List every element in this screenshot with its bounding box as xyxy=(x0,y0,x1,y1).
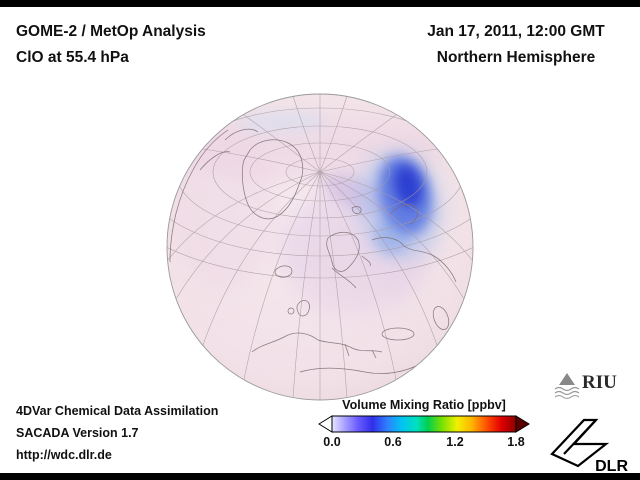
footer-credits: 4DVar Chemical Data Assimilation SACADA … xyxy=(16,400,218,466)
dlr-logo-text: DLR xyxy=(595,458,628,474)
colorbar-tick-3: 1.8 xyxy=(507,435,525,449)
colorbar-tick-1: 0.6 xyxy=(384,435,402,449)
colorbar-tick-0: 0.0 xyxy=(323,435,341,449)
colorbar-overflow-arrow xyxy=(515,415,530,433)
header-left: GOME-2 / MetOp Analysis ClO at 55.4 hPa xyxy=(16,19,206,71)
clo-maximum-blob xyxy=(357,150,443,260)
dlr-logo: DLR xyxy=(544,408,630,479)
colorbar-title: Volume Mixing Ratio [ppbv] xyxy=(342,398,506,412)
riu-logo: RIU xyxy=(552,370,626,409)
url-label: http://wdc.dlr.de xyxy=(16,448,112,462)
bottom-black-bar xyxy=(0,473,640,480)
colorbar-underflow-arrow xyxy=(318,415,333,433)
clo-data-layer xyxy=(170,110,450,385)
colorbar-gradient-bar xyxy=(318,415,530,433)
colorbar-ticks: 0.0 0.6 1.2 1.8 xyxy=(318,435,530,450)
dlr-logo-icon: DLR xyxy=(550,418,628,475)
coastlines xyxy=(169,128,457,374)
colorbar-tick-2: 1.2 xyxy=(446,435,464,449)
analysis-title: GOME-2 / MetOp Analysis xyxy=(16,23,206,40)
assimilation-label: 4DVar Chemical Data Assimilation xyxy=(16,404,219,418)
analysis-datetime: Jan 17, 2011, 12:00 GMT xyxy=(427,23,605,40)
top-black-bar xyxy=(0,0,640,7)
header-right: Jan 17, 2011, 12:00 GMT Northern Hemisph… xyxy=(406,19,626,71)
riu-logo-text: RIU xyxy=(582,372,617,393)
riu-logo-icon: RIU xyxy=(554,372,617,400)
colorbar: Volume Mixing Ratio [ppbv] 0.0 0.6 1.2 1… xyxy=(318,398,530,450)
globe-limb xyxy=(166,93,474,401)
colorbar-ramp xyxy=(331,415,517,433)
analysis-subtitle: ClO at 55.4 hPa xyxy=(16,49,129,66)
version-label: SACADA Version 1.7 xyxy=(16,426,139,440)
analysis-region: Northern Hemisphere xyxy=(436,49,596,66)
